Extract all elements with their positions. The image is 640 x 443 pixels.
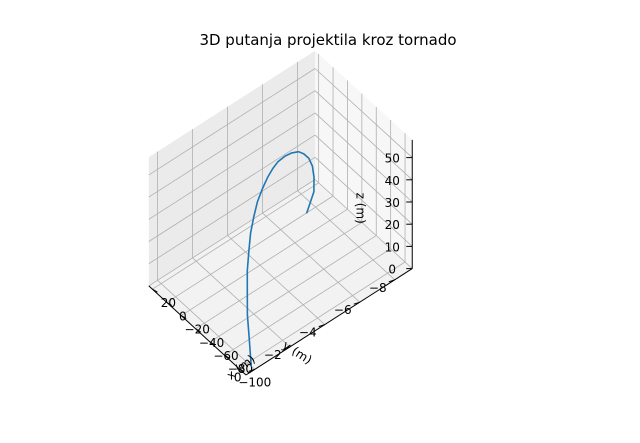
grid-z-right — [148, 112, 316, 220]
y-tick-label: −2 — [264, 348, 282, 362]
y-tick-mark — [353, 301, 360, 305]
y-tick-mark — [248, 368, 255, 372]
z-tick-label: 40 — [385, 174, 400, 188]
grid-z-right — [148, 68, 316, 176]
grid-y-floor — [157, 280, 256, 370]
grid-y-floor — [192, 257, 291, 348]
grid-x-floor — [166, 195, 334, 303]
grid-y-floor — [297, 190, 396, 281]
y-tick-mark — [388, 279, 395, 283]
grid-z-right — [148, 134, 316, 242]
z-tick-label: 20 — [385, 218, 400, 232]
grid-z-left — [314, 112, 413, 203]
right-wall-pane — [148, 50, 316, 286]
z-tick-label: 0 — [388, 263, 396, 277]
grid-lines — [148, 54, 413, 370]
grid-z-right — [148, 179, 316, 287]
grid-x-floor — [152, 182, 319, 290]
grid-z-right — [148, 156, 316, 265]
x-tick-label: −20 — [185, 323, 210, 337]
grid-z-left — [314, 157, 413, 247]
grid-y-floor — [227, 235, 326, 325]
x-tick-label: 0 — [179, 309, 187, 323]
z-axis-label: z (m) — [353, 193, 367, 224]
series-line-trajectory — [246, 150, 315, 367]
x-tick-label: −100 — [238, 375, 271, 389]
x-tick-mark — [195, 328, 201, 333]
axes-panes — [148, 50, 413, 375]
grid-z-left — [314, 134, 413, 225]
x-tick-mark — [209, 341, 216, 346]
y-tick-label: −8 — [369, 281, 387, 295]
y-tick-label: 0 — [234, 370, 242, 384]
grid-z-right — [148, 90, 316, 198]
series-group — [246, 150, 315, 367]
grid-z-left — [314, 179, 413, 269]
x-tick-mark — [152, 288, 158, 293]
left-wall-pane — [315, 50, 413, 269]
y-tick-mark — [283, 346, 290, 350]
floor-pane — [148, 179, 413, 375]
y-tick-mark — [318, 324, 325, 328]
z-tick-label: 10 — [385, 240, 400, 254]
grid-x-floor — [180, 208, 348, 316]
x-tick-label: 20 — [161, 296, 176, 310]
y-axis-line — [245, 268, 413, 376]
grid-x-floor — [238, 261, 406, 369]
x-tick-label: −80 — [228, 362, 253, 376]
grid-z-left — [314, 68, 413, 158]
x-tick-label: −40 — [199, 336, 224, 350]
x-tick-mark — [180, 315, 187, 320]
x-tick-label: −60 — [213, 349, 238, 363]
z-tick-label: 30 — [385, 196, 400, 210]
grid-z-left — [314, 90, 413, 181]
grid-x-floor — [224, 248, 391, 356]
x-tick-mark — [238, 367, 245, 372]
grid-x-floor — [195, 222, 363, 330]
y-tick-label: −4 — [299, 326, 317, 340]
z-tick-label: 50 — [385, 152, 400, 166]
grid-y-floor — [262, 212, 361, 303]
x-tick-mark — [224, 354, 230, 359]
x-tick-mark — [166, 301, 173, 306]
chart-title: 3D putanja projektila kroz tornado — [199, 31, 456, 49]
grid-x-floor — [209, 235, 377, 343]
y-tick-label: −6 — [334, 303, 352, 317]
